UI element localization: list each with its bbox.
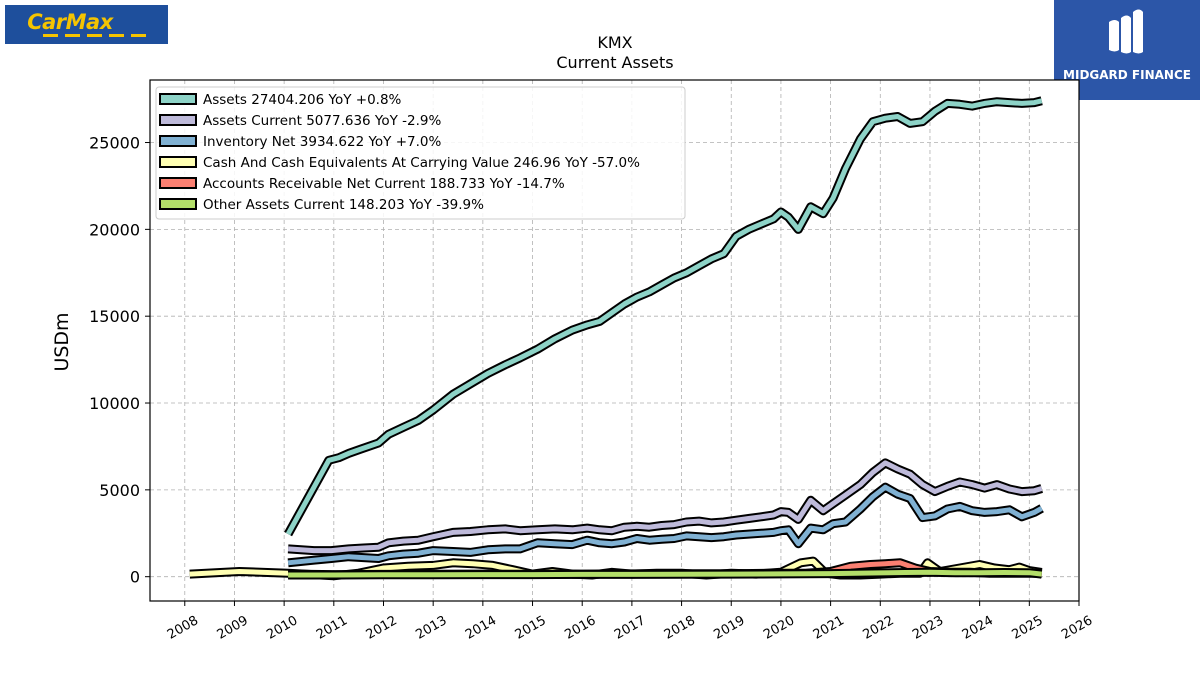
legend-label-0: Assets 27404.206 YoY +0.8% — [203, 92, 402, 108]
y-tick-label: 25000 — [89, 134, 140, 153]
svg-text:CarMax: CarMax — [27, 10, 115, 34]
legend-label-3: Cash And Cash Equivalents At Carrying Va… — [203, 155, 640, 171]
chart-subtitle: Current Assets — [556, 53, 673, 72]
plot-frame — [149, 79, 1080, 602]
legend-swatch-0 — [159, 93, 197, 105]
y-tick-label: 20000 — [89, 220, 140, 239]
legend-label-5: Other Assets Current 148.203 YoY -39.9% — [203, 197, 484, 213]
legend-swatch-2 — [159, 135, 197, 147]
legend-swatch-1 — [159, 114, 197, 126]
carmax-wordmark: CarMax — [5, 8, 135, 41]
series-layer — [189, 96, 1044, 581]
x-tick-label: 2010 — [264, 613, 300, 643]
x-tick-label: 2025 — [1009, 613, 1045, 643]
x-tick-label: 2021 — [811, 613, 847, 643]
x-tick-label: 2016 — [562, 613, 598, 643]
chart-title: KMX — [597, 33, 632, 52]
y-tick-label: 15000 — [89, 307, 140, 326]
legend-label-2: Inventory Net 3934.622 YoY +7.0% — [203, 134, 441, 150]
legend: Assets 27404.206 YoY +0.8% Assets Current… — [155, 86, 686, 220]
legend-box — [155, 86, 686, 220]
y-tick-label: 5000 — [99, 481, 140, 500]
x-tick-label: 2017 — [612, 613, 648, 643]
midgard-finance-name: MIDGARD FINANCE — [1063, 68, 1191, 82]
x-tick-label: 2008 — [165, 613, 201, 643]
x-tick-label: 2018 — [662, 613, 698, 643]
y-axis-label: USDm — [51, 312, 73, 371]
x-tick-label: 2026 — [1059, 613, 1095, 643]
x-axis: 2008 2009 2010 2011 2012 2013 2014 2015 2016 2017… — [165, 601, 1095, 643]
x-tick-label: 2009 — [215, 613, 251, 643]
x-tick-label: 2012 — [364, 613, 400, 643]
carmax-logo-graphic: CarMax — [27, 10, 115, 34]
series-line-5 — [288, 569, 1042, 578]
x-tick-label: 2023 — [910, 613, 946, 643]
midgard-finance-logo: MIDGARD FINANCE — [1054, 0, 1200, 100]
legend-label-1: Assets Current 5077.636 YoY -2.9% — [203, 113, 442, 129]
series-line-0 — [285, 98, 1043, 536]
carmax-dashes — [43, 34, 147, 37]
carmax-logo: CarMax — [5, 5, 168, 44]
midgard-emblem-icon — [1109, 9, 1143, 54]
x-tick-label: 2015 — [513, 613, 549, 643]
series-line-1 — [287, 460, 1043, 554]
x-tick-label: 2022 — [860, 613, 896, 643]
x-tick-label: 2019 — [711, 613, 747, 643]
legend-swatch-3 — [159, 156, 197, 168]
x-tick-label: 2020 — [761, 613, 797, 643]
x-tick-label: 2013 — [413, 613, 449, 643]
x-tick-label: 2024 — [960, 613, 996, 643]
x-tick-label: 2014 — [463, 613, 499, 643]
x-tick-label: 2011 — [314, 613, 350, 643]
legend-swatch-5 — [159, 198, 197, 210]
y-axis: 0 5000 10000 15000 20000 25000 — [89, 134, 150, 587]
legend-label-4: Accounts Receivable Net Current 188.733 … — [203, 176, 565, 192]
y-tick-label: 0 — [130, 568, 140, 587]
legend-swatch-4 — [159, 177, 197, 189]
y-tick-label: 10000 — [89, 394, 140, 413]
series-line-2 — [287, 484, 1043, 566]
